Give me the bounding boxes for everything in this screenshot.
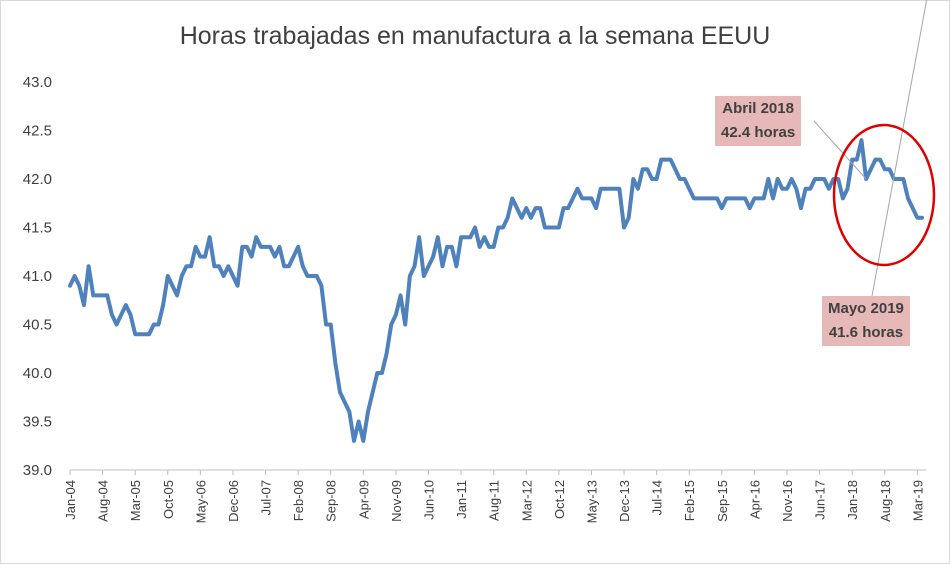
x-tick-label: Jun-10: [421, 480, 436, 520]
y-tick-label: 40.0: [23, 365, 52, 382]
y-tick-label: 41.5: [23, 220, 52, 237]
y-tick-label: 40.5: [23, 317, 52, 334]
x-tick-label: May-06: [193, 480, 208, 523]
x-tick-label: Jun-17: [813, 480, 828, 520]
y-tick-label: 43.0: [23, 74, 52, 91]
x-tick-label: Dec-06: [226, 480, 241, 522]
x-tick-label: Nov-09: [389, 480, 404, 522]
x-tick-label: Sep-08: [324, 480, 339, 522]
y-tick-label: 42.0: [23, 171, 52, 188]
annotation-peak-connector: [813, 120, 867, 180]
x-tick-label: Mar-05: [128, 480, 143, 521]
annotation-connectors: [813, 0, 928, 297]
annotation-peak: Abril 2018 42.4 horas: [715, 96, 802, 146]
x-axis: [69, 469, 926, 475]
x-tick-label: Apr-09: [356, 480, 371, 519]
annotation-peak-line1: Abril 2018: [722, 100, 794, 117]
annotation-latest-line1: Mayo 2019: [828, 300, 904, 317]
annotation-peak-line2: 42.4 horas: [721, 124, 796, 141]
y-tick-label: 42.5: [23, 123, 52, 140]
x-tick-label: Oct-05: [161, 480, 176, 519]
x-tick-label: Jan-04: [63, 480, 78, 520]
x-tick-label: Nov-16: [780, 480, 795, 522]
x-tick-label: Jul-14: [650, 480, 665, 515]
x-tick-label: May-13: [584, 480, 599, 523]
highlight-ellipse: [832, 123, 936, 267]
series-line: [68, 138, 924, 443]
x-tick-label: Jan-11: [454, 480, 469, 519]
x-tick-label: Feb-08: [291, 480, 306, 521]
y-axis: 39.0 39.5 40.0 40.5 41.0 41.5 42.0 42.5 43.0: [23, 74, 52, 479]
annotation-latest-line2: 41.6 horas: [828, 324, 904, 341]
x-tick-label: Apr-16: [747, 480, 762, 519]
x-tick-label: Feb-15: [682, 480, 697, 521]
y-tick-label: 41.0: [23, 268, 52, 285]
x-tick-labels: Jan-04 Aug-04 Mar-05 Oct-05 May-06 Dec-06 Jul-…: [63, 480, 925, 523]
x-tick-label: Sep-15: [715, 480, 730, 522]
x-tick-label: Jul-07: [259, 480, 274, 515]
x-tick-label: Aug-04: [96, 480, 111, 522]
x-tick-label: Oct-12: [552, 480, 567, 519]
x-tick-label: Jan-18: [845, 480, 860, 520]
series-group: [68, 138, 924, 443]
x-tick-label: Aug-11: [487, 480, 502, 521]
annotation-latest: Mayo 2019 41.6 horas: [822, 296, 910, 346]
x-tick-label: Mar-19: [910, 480, 925, 521]
y-tick-label: 39.0: [23, 462, 52, 479]
x-tick-label: Aug-18: [878, 480, 893, 522]
y-tick-label: 39.5: [23, 414, 52, 431]
x-tick-label: Dec-13: [617, 480, 632, 522]
x-tick-label: Mar-12: [519, 480, 534, 521]
annotation-latest-connector: [871, 0, 928, 297]
chart-title: Horas trabajadas en manufactura a la sem…: [179, 22, 771, 50]
